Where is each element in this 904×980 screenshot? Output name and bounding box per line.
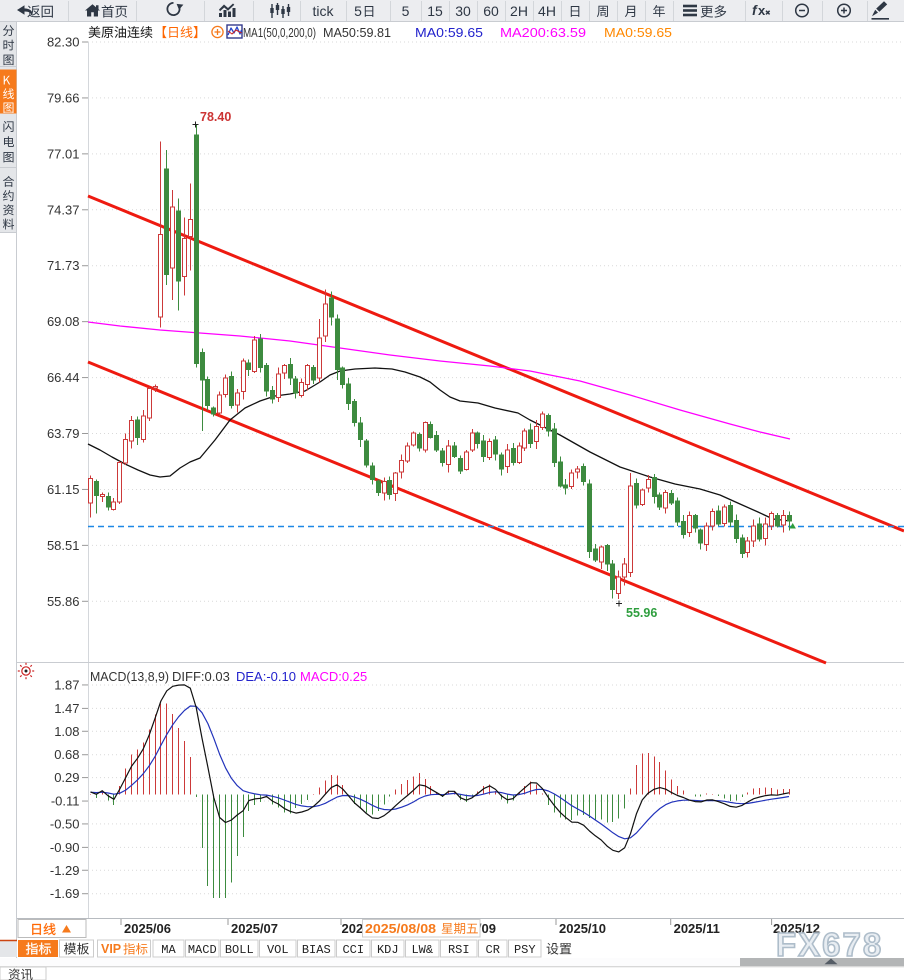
svg-text:MA0:59.65: MA0:59.65 xyxy=(604,25,672,40)
svg-text:1.08: 1.08 xyxy=(54,724,79,739)
svg-text:MA: MA xyxy=(161,943,176,957)
svg-text:0.68: 0.68 xyxy=(54,747,79,762)
svg-text:RSI: RSI xyxy=(448,943,470,957)
svg-text:MACD: MACD xyxy=(188,943,217,957)
svg-text:KDJ: KDJ xyxy=(377,943,399,957)
svg-text:-1.29: -1.29 xyxy=(50,863,80,878)
svg-text:60: 60 xyxy=(483,3,499,19)
svg-text:2H: 2H xyxy=(510,3,528,19)
svg-text:77.01: 77.01 xyxy=(47,146,80,161)
svg-text:61.15: 61.15 xyxy=(47,482,80,497)
svg-text:74.37: 74.37 xyxy=(47,202,80,217)
svg-text:DIFF:0.03: DIFF:0.03 xyxy=(172,669,230,684)
svg-text:1.47: 1.47 xyxy=(54,701,79,716)
svg-text:58.51: 58.51 xyxy=(47,538,80,553)
svg-text:2025/11: 2025/11 xyxy=(674,921,720,936)
svg-text:63.79: 63.79 xyxy=(47,426,80,441)
svg-text:15: 15 xyxy=(427,3,443,19)
svg-text:69.08: 69.08 xyxy=(47,314,80,329)
svg-text:tick: tick xyxy=(313,3,335,19)
svg-text:0.29: 0.29 xyxy=(54,770,79,785)
svg-text:-1.69: -1.69 xyxy=(50,886,80,901)
svg-text:MACD(13,8,9): MACD(13,8,9) xyxy=(90,669,169,684)
svg-text:1.87: 1.87 xyxy=(54,677,79,692)
svg-text:MA50:59.81: MA50:59.81 xyxy=(323,25,391,40)
svg-text:79.66: 79.66 xyxy=(47,90,80,105)
svg-text:CR: CR xyxy=(486,943,500,957)
svg-text:55.86: 55.86 xyxy=(47,594,80,609)
svg-text:82.30: 82.30 xyxy=(47,35,80,50)
svg-text:2025/10: 2025/10 xyxy=(559,921,606,936)
svg-text:f: f xyxy=(752,2,758,18)
svg-text:55.96: 55.96 xyxy=(626,606,657,620)
svg-text:5: 5 xyxy=(354,3,362,19)
svg-text:66.44: 66.44 xyxy=(47,370,80,385)
svg-text:MA0:59.65: MA0:59.65 xyxy=(415,25,483,40)
svg-text:FX678: FX678 xyxy=(776,926,883,963)
svg-text:BOLL: BOLL xyxy=(225,943,254,957)
svg-text:5: 5 xyxy=(402,3,410,19)
svg-text:x: x xyxy=(758,3,766,18)
svg-text:2025/08/08: 2025/08/08 xyxy=(365,921,436,936)
svg-text:-0.50: -0.50 xyxy=(50,816,80,831)
svg-text:LW&: LW& xyxy=(411,943,433,957)
svg-text:VOL: VOL xyxy=(267,943,289,957)
svg-text:PSY: PSY xyxy=(514,943,536,957)
svg-text:2025/12: 2025/12 xyxy=(773,921,820,936)
svg-text:VIP: VIP xyxy=(101,942,121,956)
svg-text:CCI: CCI xyxy=(342,943,364,957)
svg-text:30: 30 xyxy=(455,3,471,19)
svg-text:2025/07: 2025/07 xyxy=(231,921,278,936)
svg-text:2025/06: 2025/06 xyxy=(124,921,171,936)
svg-text:-0.11: -0.11 xyxy=(51,794,80,809)
svg-text:BIAS: BIAS xyxy=(302,943,331,957)
svg-text:MACD:0.25: MACD:0.25 xyxy=(300,669,367,684)
svg-text:78.40: 78.40 xyxy=(200,110,231,124)
svg-text:MA200:63.59: MA200:63.59 xyxy=(500,25,586,40)
svg-text:-0.90: -0.90 xyxy=(50,840,80,855)
svg-text:4H: 4H xyxy=(538,3,556,19)
svg-text:71.73: 71.73 xyxy=(47,258,80,273)
svg-text:DEA:-0.10: DEA:-0.10 xyxy=(236,669,296,684)
svg-text:MA1(50,0,200,0): MA1(50,0,200,0) xyxy=(243,26,316,40)
